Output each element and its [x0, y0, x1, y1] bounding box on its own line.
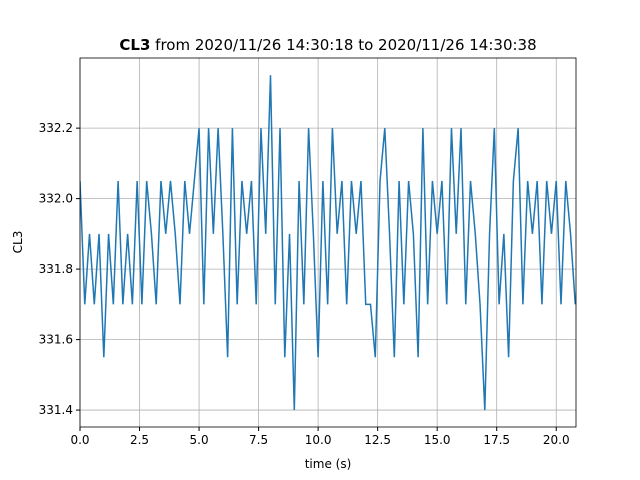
y-axis-label: CL3	[11, 231, 25, 254]
x-tick-label: 0.0	[70, 433, 89, 447]
data-line	[80, 75, 576, 411]
x-tick-label: 20.0	[543, 433, 570, 447]
y-tick-label: 332.0	[39, 192, 73, 206]
x-tick-label: 10.0	[305, 433, 332, 447]
x-tick-label: 17.5	[483, 433, 510, 447]
x-tick-label: 12.5	[364, 433, 391, 447]
y-tick-label: 332.2	[39, 121, 73, 135]
y-tick-label: 331.8	[39, 262, 73, 276]
chart-title: CL3 from 2020/11/26 14:30:18 to 2020/11/…	[119, 36, 536, 54]
plot-area: 0.0 2.5 5.0 7.5 10.0 12.5 15.0 17.5 20.0 331.4 331…	[39, 57, 577, 447]
axes-frame	[79, 57, 577, 428]
x-tick-label: 5.0	[190, 433, 209, 447]
title-rest: from 2020/11/26 14:30:18 to 2020/11/26 1…	[155, 36, 536, 54]
x-tick-label: 15.0	[424, 433, 451, 447]
x-tick-label: 2.5	[130, 433, 149, 447]
x-tick-label: 7.5	[249, 433, 268, 447]
y-tick-label: 331.6	[39, 333, 73, 347]
x-axis-label: time (s)	[305, 457, 352, 471]
y-tick-label: 331.4	[39, 403, 73, 417]
title-bold: CL3	[119, 36, 150, 54]
